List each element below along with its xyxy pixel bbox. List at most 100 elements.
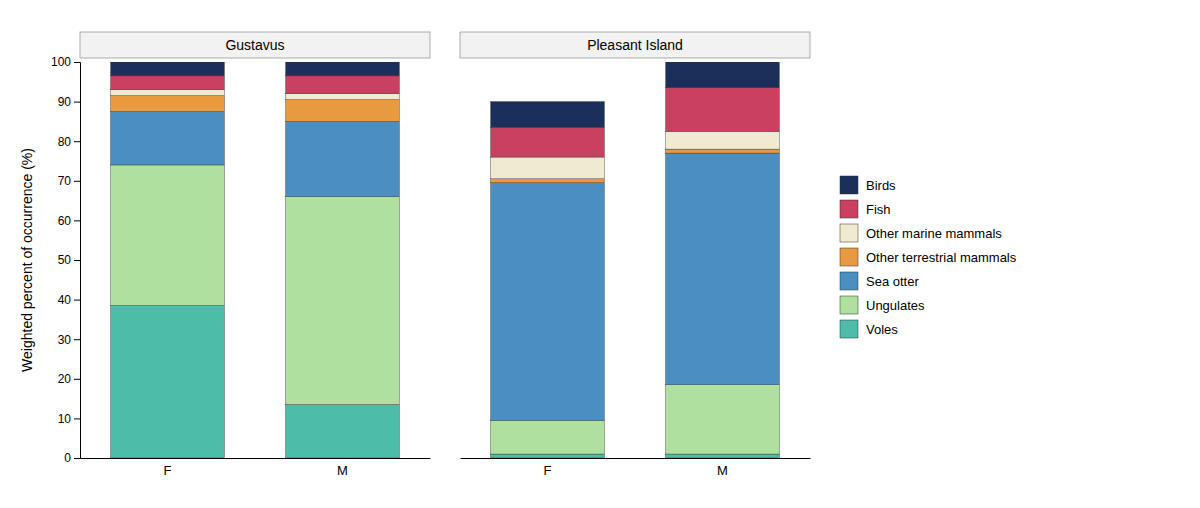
legend-item: Fish: [840, 200, 891, 218]
x-axis-line: [81, 458, 431, 459]
bar-segment: [491, 183, 605, 421]
legend-swatch: [840, 272, 858, 290]
y-tick-label: 30: [58, 333, 72, 347]
x-tick: M: [337, 463, 348, 478]
bar-segment: [111, 165, 225, 306]
legend-swatch: [840, 296, 858, 314]
bars: [491, 62, 780, 458]
bar-segment: [491, 179, 605, 183]
y-axis-title: Weighted percent of occurrence (%): [19, 148, 35, 372]
y-tick: 50: [58, 253, 80, 267]
y-tick-label: 60: [58, 214, 72, 228]
panel: FM0102030405060708090100Gustavus: [51, 32, 431, 478]
x-axis: FM: [81, 459, 431, 479]
bar-segment: [111, 62, 225, 76]
legend-label: Ungulates: [866, 298, 925, 313]
y-tick-mark: [74, 181, 80, 182]
x-tick: M: [717, 463, 728, 478]
panel: FMPleasant Island: [460, 32, 811, 478]
legend-label: Fish: [866, 202, 891, 217]
bar-segment: [111, 306, 225, 458]
x-tick-label: M: [717, 463, 728, 478]
y-tick-mark: [74, 62, 80, 63]
bar-segment: [666, 88, 780, 132]
bar-segment: [286, 94, 400, 100]
y-tick-label: 90: [58, 95, 72, 109]
y-tick: 90: [58, 95, 80, 109]
facet-title: Pleasant Island: [587, 37, 683, 53]
y-tick-mark: [74, 102, 80, 103]
y-tick: 80: [58, 135, 80, 149]
legend-item: Voles: [840, 320, 898, 338]
bar-segment: [286, 121, 400, 196]
legend-swatch: [840, 320, 858, 338]
x-tick-label: F: [164, 463, 172, 478]
y-axis-line: [74, 63, 81, 459]
bar-segment: [286, 62, 400, 76]
legend-item: Birds: [840, 176, 896, 194]
y-tick-mark: [74, 339, 80, 340]
y-tick-mark: [74, 260, 80, 261]
y-tick: 10: [58, 412, 80, 426]
y-tick-label: 0: [64, 451, 71, 465]
bar-segment: [491, 127, 605, 157]
y-tick-label: 80: [58, 135, 72, 149]
x-tick: F: [164, 463, 172, 478]
legend-label: Sea otter: [866, 274, 919, 289]
bar-segment: [666, 153, 780, 385]
facet-strip: [80, 32, 430, 58]
bar-segment: [666, 149, 780, 153]
bar-segment: [491, 420, 605, 454]
y-tick: 70: [58, 174, 80, 188]
legend-swatch: [840, 248, 858, 266]
y-tick-mark: [74, 458, 80, 459]
y-tick-label: 40: [58, 293, 72, 307]
y-tick-label: 100: [51, 55, 71, 69]
y-tick: 100: [51, 55, 80, 69]
legend-swatch: [840, 200, 858, 218]
x-axis-line: [461, 458, 811, 459]
y-tick: 30: [58, 333, 80, 347]
y-tick-mark: [74, 418, 80, 419]
bar-segment: [666, 385, 780, 454]
bars: [111, 62, 400, 458]
bar-segment: [111, 90, 225, 96]
y-axis: 0 10 20 30 40 50 60 70 80 90 100: [51, 55, 81, 465]
legend-item: Other terrestrial mammals: [840, 248, 1017, 266]
legend-item: Ungulates: [840, 296, 925, 314]
legend-item: Sea otter: [840, 272, 919, 290]
x-tick-label: M: [337, 463, 348, 478]
legend-item: Other marine mammals: [840, 224, 1002, 242]
y-tick-mark: [74, 141, 80, 142]
bar-segment: [111, 112, 225, 165]
legend: Birds Fish Other marine mammals Other terre…: [840, 176, 1017, 338]
y-tick: 0: [64, 451, 80, 465]
y-tick-mark: [74, 379, 80, 380]
legend-swatch: [840, 224, 858, 242]
facet-title: Gustavus: [225, 37, 284, 53]
y-tick-mark: [74, 300, 80, 301]
bar-segment: [111, 96, 225, 112]
y-tick-label: 50: [58, 253, 72, 267]
bar-segment: [666, 454, 780, 458]
bar-segment: [666, 131, 780, 149]
x-tick: F: [544, 463, 552, 478]
y-tick-label: 10: [58, 412, 72, 426]
bar-segment: [491, 454, 605, 458]
facet-strip: [460, 32, 810, 58]
y-tick: 20: [58, 372, 80, 386]
bar-segment: [491, 157, 605, 179]
legend-swatch: [840, 176, 858, 194]
legend-label: Other terrestrial mammals: [866, 250, 1017, 265]
x-axis: FM: [461, 459, 811, 479]
bar-segment: [286, 100, 400, 122]
y-tick-label: 20: [58, 372, 72, 386]
y-tick-label: 70: [58, 174, 72, 188]
bar-segment: [286, 76, 400, 94]
bar-segment: [111, 76, 225, 90]
bar-segment: [666, 62, 780, 88]
legend-label: Other marine mammals: [866, 226, 1002, 241]
legend-label: Birds: [866, 178, 896, 193]
bar-segment: [286, 197, 400, 405]
legend-label: Voles: [866, 322, 898, 337]
